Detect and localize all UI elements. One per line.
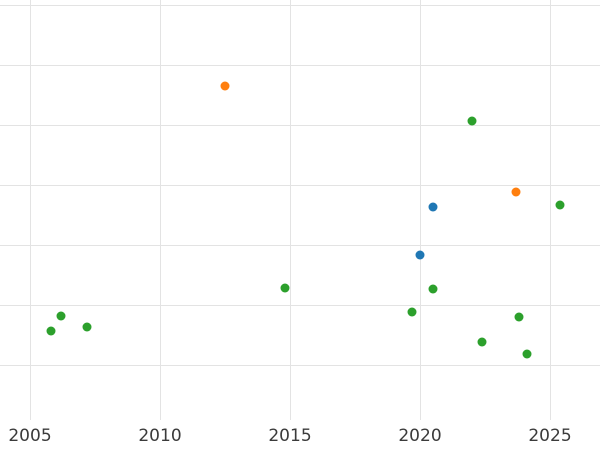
gridline-horizontal bbox=[0, 365, 600, 366]
gridline-horizontal bbox=[0, 185, 600, 186]
x-axis-tick-label: 2005 bbox=[8, 426, 52, 446]
gridline-vertical bbox=[290, 0, 291, 420]
gridline-vertical bbox=[30, 0, 31, 420]
gridline-horizontal bbox=[0, 125, 600, 126]
data-point-orange-series bbox=[511, 187, 521, 197]
x-axis-tick-label: 2025 bbox=[528, 426, 572, 446]
data-point-green-series bbox=[82, 322, 92, 332]
data-point-orange-series bbox=[220, 81, 230, 91]
data-point-green-series bbox=[514, 312, 524, 322]
data-point-green-series bbox=[522, 349, 532, 359]
gridline-vertical bbox=[550, 0, 551, 420]
data-point-green-series bbox=[477, 337, 487, 347]
gridline-horizontal bbox=[0, 245, 600, 246]
x-axis-tick-label: 2015 bbox=[268, 426, 312, 446]
gridline-vertical bbox=[420, 0, 421, 420]
data-point-blue-series bbox=[428, 202, 438, 212]
gridline-horizontal bbox=[0, 5, 600, 6]
data-point-green-series bbox=[467, 116, 477, 126]
data-point-blue-series bbox=[415, 250, 425, 260]
data-point-green-series bbox=[407, 307, 417, 317]
gridline-horizontal bbox=[0, 305, 600, 306]
x-axis-tick-label: 2010 bbox=[138, 426, 182, 446]
gridline-horizontal bbox=[0, 65, 600, 66]
x-axis-tick-label: 2020 bbox=[398, 426, 442, 446]
data-point-green-series bbox=[428, 284, 438, 294]
data-point-green-series bbox=[46, 326, 56, 336]
data-point-green-series bbox=[555, 200, 565, 210]
data-point-green-series bbox=[56, 311, 66, 321]
data-point-green-series bbox=[280, 283, 290, 293]
gridline-vertical bbox=[160, 0, 161, 420]
